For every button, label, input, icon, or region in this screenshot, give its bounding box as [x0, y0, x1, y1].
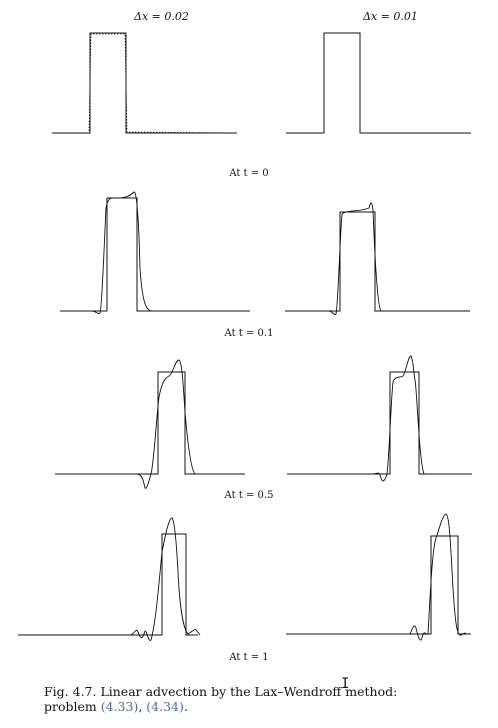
plot-t05-dx002: [55, 352, 245, 492]
plot-t0-dx001: [286, 28, 471, 138]
equation-ref-4-33[interactable]: (4.33): [100, 699, 139, 714]
plot-t0-dx002: [52, 28, 238, 138]
column-header-dx-0-01: Δx = 0.01: [363, 10, 418, 23]
row-label-t0: At t = 0: [229, 168, 269, 179]
caption-problem-text: problem: [44, 699, 101, 714]
text-cursor-icon: I: [341, 676, 350, 692]
plot-t01-dx001: [285, 196, 470, 321]
column-header-dx-0-02: Δx = 0.02: [134, 10, 189, 23]
caption-separator: ,: [138, 699, 147, 714]
caption-line-1: Fig. 4.7. Linear advection by the Lax–We…: [44, 684, 398, 699]
row-label-t01: At t = 0.1: [224, 328, 274, 339]
plot-t1-dx001: [286, 510, 471, 641]
caption-line-2: problem (4.33), (4.34).: [44, 699, 484, 714]
figure-caption: Fig. 4.7. Linear advection by the Lax–We…: [44, 684, 484, 714]
row-label-t1: At t = 1: [229, 652, 269, 663]
equation-ref-4-34[interactable]: (4.34): [146, 699, 184, 714]
row-label-t05: At t = 0.5: [224, 490, 274, 501]
plot-t1-dx002: [18, 512, 203, 642]
caption-end: .: [183, 699, 188, 714]
plot-t01-dx002: [60, 188, 250, 323]
plot-t05-dx001: [287, 350, 472, 485]
